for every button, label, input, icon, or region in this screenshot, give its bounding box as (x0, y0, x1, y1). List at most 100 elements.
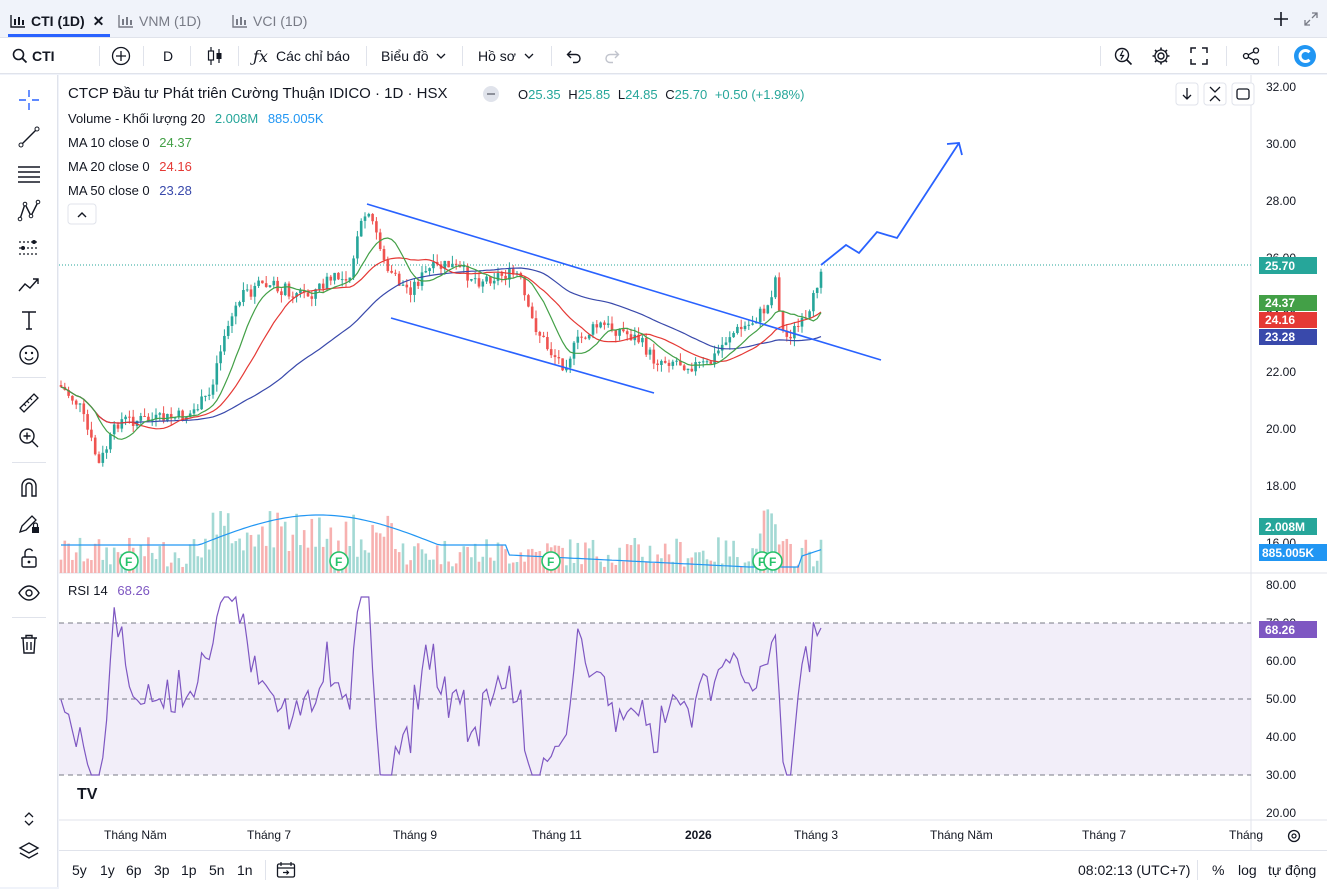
redo-icon[interactable] (604, 48, 620, 64)
candle-body (97, 454, 101, 463)
tab-vci[interactable]: VCI (1D) (232, 7, 307, 35)
open-value: 25.35 (528, 87, 561, 102)
pattern-tool[interactable] (14, 196, 44, 226)
volume-bar (439, 564, 443, 573)
visibility-tool[interactable] (14, 578, 44, 608)
volume-bar (67, 543, 70, 573)
axis-settings-icon[interactable] (1287, 829, 1301, 843)
log-toggle[interactable]: log (1238, 851, 1257, 889)
indicators-button[interactable]: ƒx Các chỉ báo (253, 38, 350, 74)
candle-body (352, 258, 355, 278)
candle-body (291, 296, 295, 298)
candle-body (242, 290, 245, 303)
rsi-legend[interactable]: RSI 14 68.26 (68, 583, 150, 598)
projection-tool[interactable] (14, 270, 44, 300)
trendline-tool[interactable] (14, 122, 44, 152)
range-1y[interactable]: 1y (100, 851, 115, 889)
tab-vnm[interactable]: VNM (1D) (118, 7, 201, 35)
candle-body (101, 452, 105, 463)
interval-button[interactable]: D (163, 38, 173, 74)
divider (1197, 860, 1198, 880)
add-symbol-icon[interactable] (111, 46, 131, 66)
share-icon[interactable] (1242, 47, 1260, 65)
gear-icon[interactable] (1151, 46, 1171, 66)
lock-drawing-tool[interactable] (14, 508, 44, 538)
magnet-tool[interactable] (14, 473, 44, 503)
ma50-legend[interactable]: MA 50 close 0 23.28 (68, 183, 192, 198)
profile-menu-button[interactable]: Hồ sơ (478, 38, 534, 74)
candle-body (135, 420, 139, 426)
volume-bar (785, 538, 789, 573)
financials-marker[interactable] (541, 551, 561, 571)
candle-body (276, 280, 279, 292)
volume-bar (78, 537, 82, 573)
emoji-tool[interactable] (14, 340, 44, 370)
financials-marker[interactable] (763, 551, 783, 571)
ma10-legend[interactable]: MA 10 close 0 24.37 (68, 135, 192, 150)
chart-menu-button[interactable]: Biểu đồ (381, 38, 446, 74)
text-tool[interactable] (14, 305, 44, 335)
volume-bar (679, 542, 682, 573)
fib-tool[interactable] (14, 159, 44, 189)
timezone-button[interactable]: 08:02:13 (UTC+7) (1078, 851, 1190, 889)
expand-icon[interactable] (1303, 11, 1319, 27)
legend-collapse-button[interactable] (67, 203, 97, 225)
fullscreen-icon[interactable] (1190, 47, 1208, 65)
divider (1226, 46, 1227, 66)
undo-icon[interactable] (566, 48, 582, 64)
goto-date-icon[interactable] (276, 861, 296, 879)
volume-legend[interactable]: Volume - Khối lượng 20 2.008M 885.005K (68, 111, 324, 126)
financials-marker[interactable] (329, 551, 349, 571)
symbol-search[interactable]: CTI (12, 38, 55, 74)
alert-search-icon[interactable] (1113, 46, 1133, 66)
volume-ma-badge: 885.005K (1262, 546, 1314, 560)
volume-bar (196, 556, 200, 573)
percent-toggle[interactable]: % (1212, 851, 1224, 889)
plus-icon[interactable] (1273, 11, 1289, 27)
delete-tool[interactable] (14, 629, 44, 659)
channel-upper-trendline[interactable] (366, 203, 882, 361)
candle-body (568, 358, 572, 368)
volume-bar (667, 554, 671, 573)
range-1p[interactable]: 1p (181, 851, 197, 889)
ma20-legend[interactable]: MA 20 close 0 24.16 (68, 159, 192, 174)
ruler-tool[interactable] (14, 388, 44, 418)
close-icon[interactable]: ✕ (92, 12, 105, 29)
pane-maximize-button[interactable] (1231, 82, 1255, 106)
volume-bar (584, 542, 587, 573)
tab-label: VCI (1D) (253, 13, 308, 29)
financials-marker[interactable] (119, 551, 139, 571)
candle-body (758, 308, 762, 323)
channel-lower-trendline[interactable] (390, 317, 655, 394)
volume-bar (717, 537, 720, 573)
projection-path[interactable] (820, 142, 960, 266)
volume-bar (101, 559, 105, 573)
range-6p[interactable]: 6p (126, 851, 142, 889)
pane-collapse-button[interactable] (1203, 82, 1227, 106)
zoom-tool[interactable] (14, 423, 44, 453)
range-5n[interactable]: 5n (209, 851, 225, 889)
candle-style-icon[interactable] (206, 46, 224, 66)
range-5y[interactable]: 5y (72, 851, 87, 889)
forecast-tool[interactable] (14, 233, 44, 263)
divider (366, 46, 367, 66)
lock-tool[interactable] (14, 543, 44, 573)
auto-toggle[interactable]: tự động (1268, 851, 1316, 889)
volume-bar (348, 546, 352, 573)
crosshair-tool[interactable] (14, 85, 44, 115)
candle-body (234, 305, 238, 317)
range-3p[interactable]: 3p (154, 851, 170, 889)
volume-bar (272, 547, 276, 573)
volume-bar (192, 539, 196, 573)
tab-cti[interactable]: CTI (1D) ✕ (10, 7, 104, 35)
candle-body (128, 416, 131, 418)
range-1n[interactable]: 1n (237, 851, 253, 889)
brand-logo[interactable] (1293, 44, 1317, 68)
volume-bar (523, 561, 526, 573)
candle-body (500, 273, 504, 276)
object-tree-toggle[interactable] (14, 804, 44, 834)
candle-body (401, 284, 405, 286)
layers-tool[interactable] (14, 837, 44, 867)
